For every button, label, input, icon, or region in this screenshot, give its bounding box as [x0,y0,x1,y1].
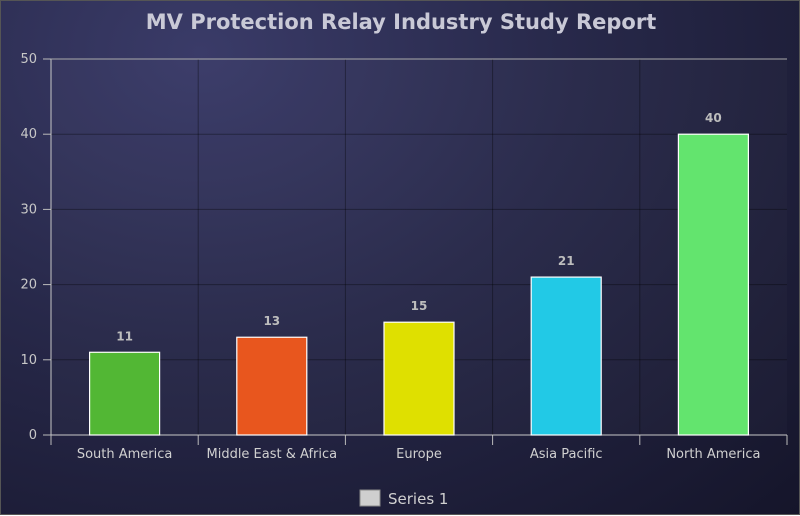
bars [88,133,750,436]
data-label: 21 [558,254,575,268]
data-label: 13 [263,314,280,328]
x-axis-ticks: South America Middle East & Africa Europe A… [77,447,761,462]
data-label: 15 [411,299,428,313]
x-tick-label: South America [77,447,173,462]
chart-title: MV Protection Relay Industry Study Repor… [146,10,656,34]
y-axis-ticks: 0 10 20 30 40 50 [20,52,37,443]
data-label: 40 [705,111,722,125]
data-labels: 11 13 15 21 40 [116,111,722,343]
legend[interactable]: Series 1 [359,489,448,508]
y-tick-label: 0 [29,428,37,443]
x-tick-label: North America [666,447,760,462]
y-tick-label: 40 [20,127,37,142]
bar-north-america[interactable] [677,133,750,436]
y-tick-label: 50 [20,52,37,67]
bar-middle-east-africa[interactable] [236,336,308,436]
legend-label[interactable]: Series 1 [388,490,448,508]
axes [43,58,788,445]
y-tick-label: 10 [20,353,37,368]
x-tick-label: Europe [396,447,442,462]
data-label: 11 [116,329,133,343]
x-tick-label: Middle East & Africa [206,447,337,462]
y-tick-label: 30 [20,202,37,217]
bar-europe[interactable] [383,321,455,436]
y-tick-label: 20 [20,278,37,293]
x-tick-label: Asia Pacific [530,447,603,462]
legend-swatch[interactable] [359,489,381,507]
bar-south-america[interactable] [88,351,161,436]
bar-asia-pacific[interactable] [530,276,602,436]
